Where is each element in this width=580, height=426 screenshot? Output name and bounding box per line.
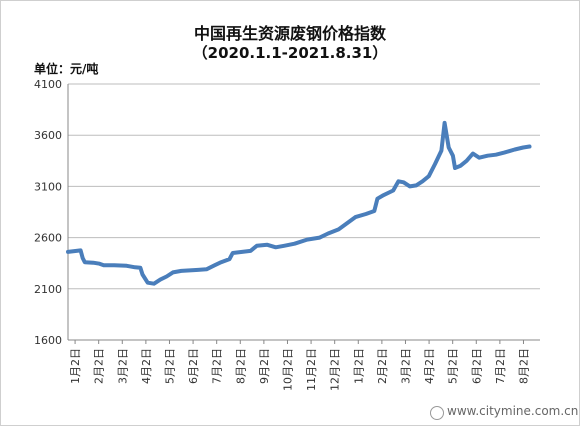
gridlines	[68, 83, 540, 341]
series-line	[66, 120, 532, 286]
x-tick-label: 10月2日	[281, 348, 294, 391]
y-tick-label: 3600	[34, 129, 62, 142]
x-tick-label: 3月2日	[399, 348, 412, 384]
y-axis-ticks: 1600 2100 2600 3100 3600 4100	[34, 78, 62, 347]
x-tick-label: 7月2日	[211, 348, 224, 384]
x-tick-label: 6月2日	[470, 348, 483, 384]
x-tick-label: 12月2日	[329, 348, 342, 391]
x-tick-label: 5月2日	[163, 348, 176, 384]
y-tick-label: 4100	[34, 78, 62, 91]
x-axis-ticks: 1月2日 2月2日 3月2日 4月2日 5月2日 6月2日 7月2日 8月2日 9月2日 10月2…	[69, 340, 530, 391]
x-tick-label: 2月2日	[93, 348, 106, 384]
x-tick-label: 7月2日	[494, 348, 507, 384]
x-tick-label: 6月2日	[187, 348, 200, 384]
x-tick-label: 2月2日	[376, 348, 389, 384]
y-axis-unit-label: 单位：元/吨	[34, 62, 99, 76]
x-tick-label: 11月2日	[305, 348, 318, 391]
y-tick-label: 2600	[34, 232, 62, 245]
watermark-text: www.citymine.com.cn	[447, 404, 579, 418]
x-tick-label: 8月2日	[234, 348, 247, 384]
x-tick-label: 1月2日	[69, 348, 82, 384]
y-tick-label: 2100	[34, 283, 62, 296]
x-tick-label: 8月2日	[517, 348, 530, 384]
axes	[67, 84, 540, 341]
chart-subtitle: （2020.1.1-2021.8.31）	[192, 44, 388, 62]
x-tick-label: 1月2日	[352, 348, 365, 384]
x-tick-label: 9月2日	[258, 348, 271, 384]
x-tick-label: 5月2日	[447, 348, 460, 384]
series-layer	[66, 120, 532, 286]
x-tick-label: 4月2日	[423, 348, 436, 384]
y-tick-label: 1600	[34, 334, 62, 347]
watermark-logo-icon	[430, 406, 444, 420]
chart-title: 中国再生资源废钢价格指数	[193, 24, 386, 43]
y-tick-label: 3100	[34, 180, 62, 193]
x-tick-label: 3月2日	[116, 348, 129, 384]
x-tick-label: 4月2日	[140, 348, 153, 384]
